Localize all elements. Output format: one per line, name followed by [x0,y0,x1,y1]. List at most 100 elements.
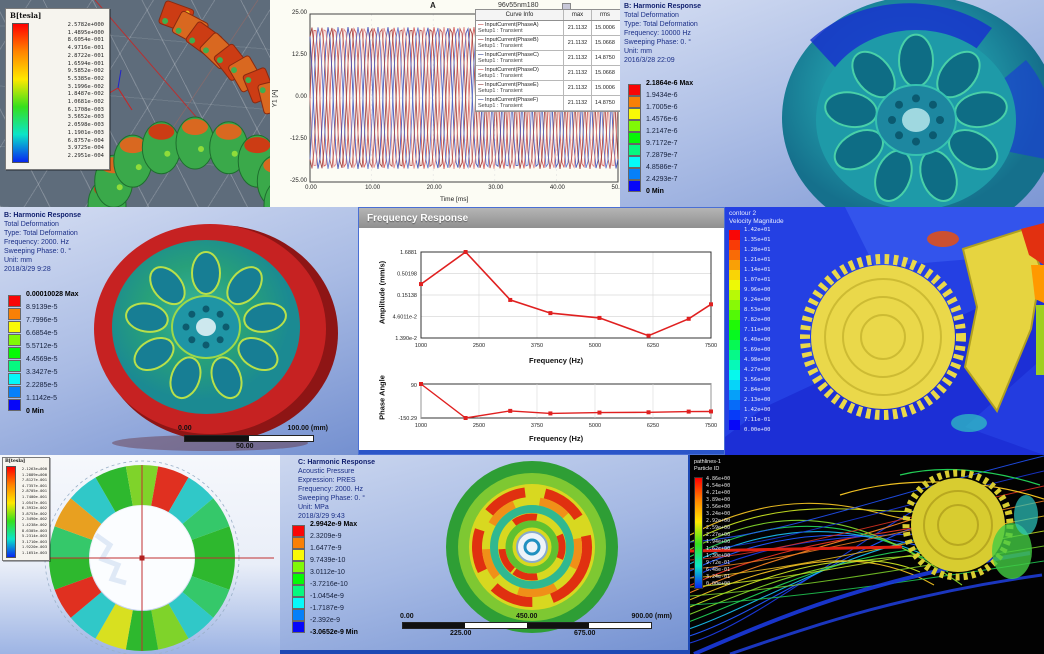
amp-y-label: Amplitude (mm/s) [377,260,387,325]
x-tick: 30.00 [488,185,504,191]
velocity-legend: contour 2 Velocity Magnitude 1.42e+01 1.3… [729,210,809,442]
curve-name: — InputCurrent(PhaseC) [478,52,539,58]
phase-y-label: Phase Angle [377,375,387,420]
legend-value: 2.8705e-001 [21,488,47,494]
legend-value: 0.00e+00 [744,427,771,433]
legend-subtitle: Particle ID [694,466,720,472]
legend-value: 1.4576e-6 [646,116,678,123]
rotor-ring-render [12,460,274,654]
window-titlebar[interactable]: Frequency Response [359,208,724,229]
curve-info-header: Curve Info max rms [476,10,620,21]
streamline-panel: pathlines-1 Particle ID 4.86e+00 4.54e+00… [690,455,1044,654]
curve-setup: Setup1 : Transient [478,28,523,34]
legend-value: 2.27e+00 [706,532,731,538]
result-header-line: Sweeping Phase: 0. ° [4,248,72,255]
svg-text:1000: 1000 [415,343,427,349]
legend-value: 0.00010028 Max [26,291,79,298]
svg-text:1.390e-2: 1.390e-2 [395,336,417,342]
legend-value: 1.1651e-003 [21,549,47,555]
legend-value: 2.1263e+000 [21,466,47,471]
curve-max: 21.1132 [564,36,592,50]
legend-value: 7.8127e-001 [21,477,47,483]
legend-value: 1.30e+00 [706,553,731,559]
svg-text:7500: 7500 [705,343,717,349]
legend-value: 3.56e+00 [744,377,771,383]
legend-swatch [729,330,740,340]
result-header-line: Expression: PRES [298,477,356,484]
curve-rms: 15.0668 [595,40,615,46]
legend-value: 3.1710e-003 [21,538,47,544]
legend-value: 3.8753e-002 [21,510,47,516]
scale-ruler: 0.00 450.00 900.00 (mm) 225.00 675.00 [392,613,672,641]
legend-value: -3.7216e-10 [310,581,348,588]
legend-value: 2.9942e-9 Max [310,521,358,528]
legend-swatch [729,400,740,410]
legend-value: 4.21e+00 [706,490,731,496]
result-header-line: Type: Total Deformation [4,230,78,237]
acoustic-disc-render [446,461,618,633]
result-header-line: Frequency: 10000 Hz [624,30,691,37]
svg-text:7500: 7500 [705,423,717,429]
legend-swatch [628,168,641,180]
legend-value: 1.8487e-002 [67,91,104,98]
legend-swatch [729,260,740,270]
curve-rms: 15.0668 [595,70,615,76]
curve-cell: — InputCurrent(PhaseE) Setup1 : Transient [476,81,564,95]
plot-title: A [430,1,436,10]
legend-swatch [292,573,305,585]
legend-value: 2.8722e-001 [67,52,104,59]
window-bottom-edge [359,450,724,454]
legend-swatch [292,549,305,561]
legend-swatch [729,320,740,330]
legend-value: 2.84e+00 [744,387,771,393]
legend-swatch [729,340,740,350]
legend-value: 4.4569e-5 [26,356,58,363]
curve-rms: 14.8750 [595,100,615,106]
legend-value: 9.72e-01 [706,560,731,566]
col-max: max [564,10,592,20]
curve-name: — InputCurrent(PhaseB) [478,37,539,43]
svg-text:90: 90 [411,383,417,389]
legend-swatch [292,609,305,621]
harmonic-response-2000hz-panel: B: Harmonic Response Total Deformation Typ… [0,207,358,455]
legend-value: 0.00e+00 [706,581,731,587]
result-header: B: Harmonic Response Total Deformation Typ… [624,2,701,65]
result-header-line: Sweeping Phase: 0. ° [298,495,366,502]
legend-value: 6.8757e-004 [67,137,104,144]
legend-value: 2.1864e-6 Max [646,80,694,87]
curve-name: — InputCurrent(PhaseE) [478,82,539,88]
legend-swatch [628,96,641,108]
acoustic-pressure-panel: C: Harmonic Response Acoustic Pressure Exp… [280,455,690,654]
svg-text:-150.29: -150.29 [398,416,417,422]
legend-swatch [628,108,641,120]
curve-setup: Setup1 : Transient [478,88,523,94]
curve-setup: Setup1 : Transient [478,103,523,109]
legend-value: 2.4293e-7 [646,176,678,183]
y-tick: -25.00 [289,178,307,184]
legend-swatch [292,597,305,609]
svg-text:0.50198: 0.50198 [397,272,417,278]
legend-value: 2.92e+00 [706,518,731,524]
legend-value: 9.7172e-7 [646,140,678,147]
legend-swatch [729,290,740,300]
legend-value: 1.4895e+000 [67,29,104,36]
svg-text:2500: 2500 [473,343,485,349]
flux-colorbar [12,23,29,163]
window-body: 1.6881 0.50198 0.15138 4.6011e-2 1.390e-2 100… [359,228,724,450]
legend-value: 1.1142e-5 [26,395,58,402]
cfd-render [725,207,1044,455]
legend-value: 1.14e+01 [744,267,771,273]
legend-value: 9.96e+00 [744,287,771,293]
legend-swatch [292,621,305,633]
flux-legend-box: B[tesla] 2.1263e+000 1.2889e+000 7.8127e-0… [2,457,50,561]
deformation-legend: 2.1864e-6 Max 1.9434e-6 1.7005e-6 1.4576e-6… [628,80,708,204]
x-tick: 10.00 [365,185,381,191]
legend-value: 1.35e+01 [744,237,771,243]
col-rms: rms [600,12,610,18]
result-header-line: 2018/3/29 9:43 [298,513,345,520]
curve-cell: — InputCurrent(PhaseB) Setup1 : Transient [476,36,564,50]
result-header-line: Unit: MPa [298,504,329,511]
legend-value: 1.4238e-002 [21,521,47,527]
curve-color-dash: — [478,52,486,58]
legend-value: 3.24e+00 [706,511,731,517]
